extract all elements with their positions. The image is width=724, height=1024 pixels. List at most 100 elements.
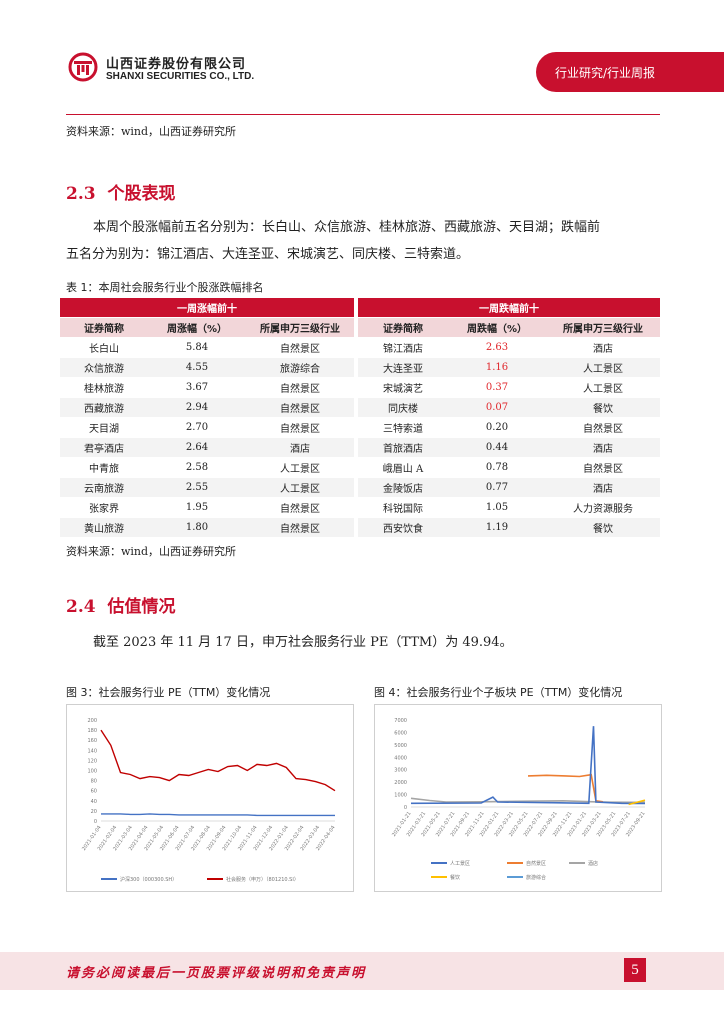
column-header: 周涨幅（%） — [148, 317, 246, 338]
table-row: 黄山旅游 1.80 自然景区 西安饮食 1.19 餐饮 — [60, 517, 660, 538]
y-tick-label: 200 — [87, 718, 97, 724]
column-header: 所属申万三级行业 — [246, 317, 354, 338]
table-cell: 张家界 — [60, 497, 148, 518]
table-cell: 0.44 — [448, 437, 546, 458]
table-cell: 0.20 — [448, 417, 546, 438]
y-tick-label: 60 — [91, 789, 97, 795]
legend-label: 旅游综合 — [526, 874, 546, 881]
series-line-social-services — [100, 729, 336, 792]
legend-label: 沪深300（000300.SH） — [120, 876, 177, 883]
figure-3-chart: 200 180 160 140 120 100 80 60 40 20 0 2021-01-04 202… — [66, 704, 354, 892]
table-row: 西藏旅游 2.94 自然景区 同庆楼 0.07 餐饮 — [60, 397, 660, 418]
table-cell: 0.07 — [448, 397, 546, 418]
table-cell: 0.77 — [448, 477, 546, 498]
table-cell: 君亭酒店 — [60, 437, 148, 458]
table-row: 云南旅游 2.55 人工景区 金陵饭店 0.77 酒店 — [60, 477, 660, 498]
legend-label: 餐饮 — [450, 874, 460, 881]
footer-disclaimer: 请务必阅读最后一页股票评级说明和免责声明 — [66, 966, 367, 981]
page-number: 5 — [624, 958, 646, 982]
column-header: 证券简称 — [358, 317, 448, 338]
company-name-en: SHANXI SECURITIES CO., LTD. — [106, 71, 255, 82]
table-cell: 自然景区 — [246, 377, 354, 398]
table-row: 桂林旅游 3.67 自然景区 宋城演艺 0.37 人工景区 — [60, 377, 660, 398]
table-cell: 同庆楼 — [358, 397, 448, 418]
group-header-losers: 一周跌幅前十 — [358, 298, 660, 318]
table-cell: 锦江酒店 — [358, 337, 448, 358]
y-tick-label: 20 — [91, 809, 97, 815]
table-row: 中青旅 2.58 人工景区 峨眉山 A 0.78 自然景区 — [60, 457, 660, 478]
table-cell: 西安饮食 — [358, 517, 448, 538]
figure-4-chart: 7000 6000 5000 4000 3000 2000 1000 0 2021-01-21 2… — [374, 704, 662, 892]
paragraph-line: 截至 2023 年 11 月 17 日，申万社会服务行业 PE（TTM）为 49… — [93, 635, 513, 650]
section-heading-2-4: 2.4 估值情况 — [66, 592, 176, 617]
table-cell: 2.70 — [148, 417, 246, 438]
series-line-hotel — [410, 797, 646, 804]
section-heading-2-3: 2.3 个股表现 — [66, 179, 176, 204]
column-header: 证券简称 — [60, 317, 148, 338]
table-row: 君亭酒店 2.64 酒店 首旅酒店 0.44 酒店 — [60, 437, 660, 458]
table-cell: 大连圣亚 — [358, 357, 448, 378]
y-tick-label: 0 — [94, 819, 97, 825]
paragraph-line: 本周个股涨幅前五名分别为：长白山、众信旅游、桂林旅游、西藏旅游、天目湖；跌幅前 — [93, 220, 601, 235]
table-cell: 酒店 — [246, 437, 354, 458]
company-logo — [68, 52, 98, 82]
table-cell: 2.64 — [148, 437, 246, 458]
y-tick-label: 5000 — [394, 743, 407, 749]
column-header: 周跌幅（%） — [448, 317, 546, 338]
y-tick-label: 6000 — [394, 730, 407, 736]
table-cell: 自然景区 — [546, 417, 660, 438]
footer-band — [0, 952, 724, 990]
table-cell: 云南旅游 — [60, 477, 148, 498]
table-cell: 宋城演艺 — [358, 377, 448, 398]
table-cell: 酒店 — [546, 437, 660, 458]
table-caption: 表 1：本周社会服务行业个股涨跌幅排名 — [66, 281, 264, 294]
y-tick-label: 7000 — [394, 718, 407, 724]
table-cell: 1.05 — [448, 497, 546, 518]
series-line-natural-scenic — [527, 773, 604, 803]
table-cell: 黄山旅游 — [60, 517, 148, 538]
section-number: 2.4 — [66, 597, 96, 617]
section-title: 个股表现 — [107, 184, 176, 204]
legend-label: 人工景区 — [450, 860, 470, 867]
y-tick-label: 80 — [91, 779, 97, 785]
section-number: 2.3 — [66, 184, 96, 204]
legend-label: 社会服务（申万）（801210.SI） — [226, 876, 299, 883]
table-cell: 桂林旅游 — [60, 377, 148, 398]
table-cell: 峨眉山 A — [358, 457, 448, 478]
header-band — [536, 52, 724, 92]
table-cell: 4.55 — [148, 357, 246, 378]
legend-label: 酒店 — [588, 860, 598, 867]
figure-3-caption: 图 3：社会服务行业 PE（TTM）变化情况 — [66, 686, 271, 699]
y-tick-label: 140 — [87, 748, 97, 754]
table-cell: 餐饮 — [546, 397, 660, 418]
table-cell: 1.80 — [148, 517, 246, 538]
series-line-artificial-scenic — [410, 726, 646, 805]
y-tick-label: 2000 — [394, 780, 407, 786]
table-cell: 人力资源服务 — [546, 497, 660, 518]
table-cell: 人工景区 — [546, 357, 660, 378]
y-tick-label: 4000 — [394, 755, 407, 761]
table-cell: 5.84 — [148, 337, 246, 358]
table-row: 长白山 5.84 自然景区 锦江酒店 2.63 酒店 — [60, 337, 660, 358]
table-cell: 金陵饭店 — [358, 477, 448, 498]
column-header: 所属申万三级行业 — [546, 317, 660, 338]
table-cell: 科锐国际 — [358, 497, 448, 518]
table-cell: 1.19 — [448, 517, 546, 538]
table-cell: 自然景区 — [246, 497, 354, 518]
table-cell: 人工景区 — [546, 377, 660, 398]
source-note-top: 资料来源：wind，山西证券研究所 — [66, 125, 237, 138]
figure-4-svg: 700060005000400030002000100002021-01-212… — [391, 718, 647, 881]
y-tick-label: 120 — [87, 758, 97, 764]
table-cell: 2.94 — [148, 397, 246, 418]
y-tick-label: 40 — [91, 799, 97, 805]
y-tick-label: 3000 — [394, 768, 407, 774]
y-tick-label: 1000 — [394, 793, 407, 799]
paragraph-line: 五名分为别为：锦江酒店、大连圣亚、宋城演艺、同庆楼、三特索道。 — [66, 247, 470, 262]
group-header-gainers: 一周涨幅前十 — [60, 298, 354, 318]
table-row: 张家界 1.95 自然景区 科锐国际 1.05 人力资源服务 — [60, 497, 660, 518]
table-cell: 酒店 — [546, 337, 660, 358]
table-cell: 三特索道 — [358, 417, 448, 438]
table-row: 天目湖 2.70 自然景区 三特索道 0.20 自然景区 — [60, 417, 660, 438]
table-cell: 2.55 — [148, 477, 246, 498]
table-cell: 自然景区 — [246, 397, 354, 418]
